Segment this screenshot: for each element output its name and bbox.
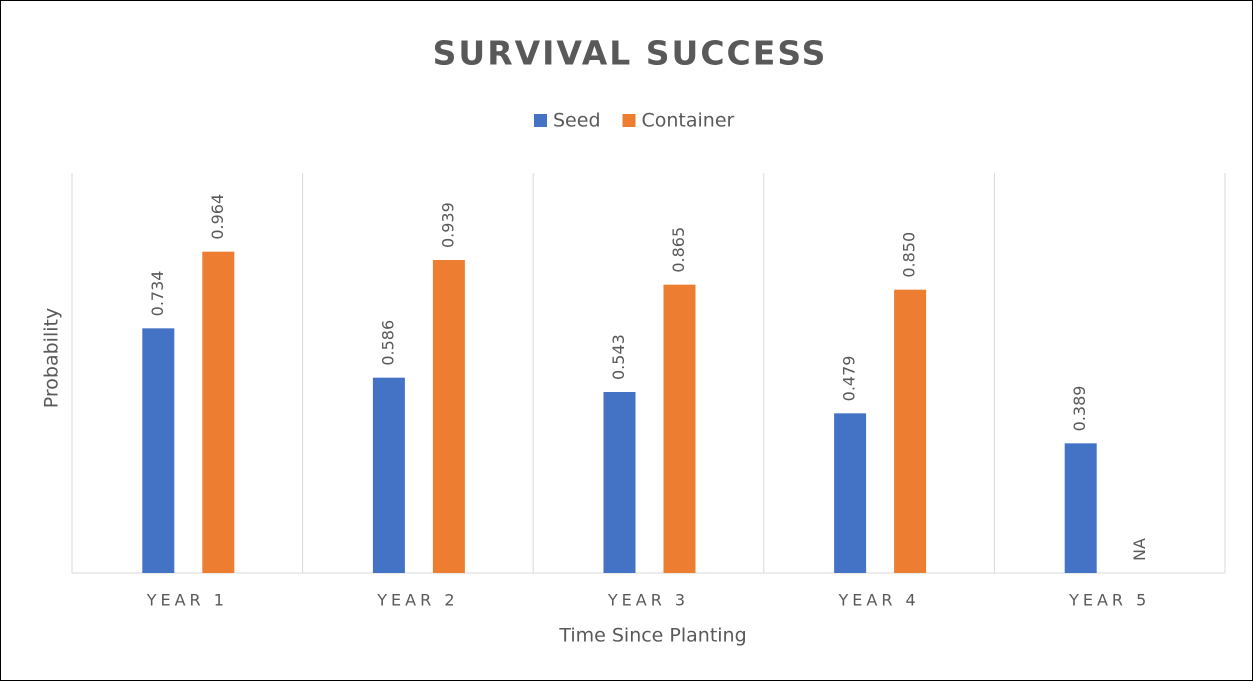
x-tick-label: YEAR 2	[376, 591, 458, 610]
bar	[372, 377, 405, 573]
bar	[1064, 443, 1097, 573]
data-label: 0.479	[840, 356, 859, 402]
data-label: 0.543	[609, 334, 628, 380]
data-label: 0.734	[148, 271, 167, 317]
data-label: 0.389	[1070, 386, 1089, 432]
bar	[834, 413, 867, 573]
bar	[202, 251, 235, 573]
data-label: NA	[1130, 538, 1149, 561]
x-tick-label: YEAR 5	[1068, 591, 1150, 610]
data-label: 0.865	[669, 227, 688, 273]
bar	[663, 284, 696, 573]
bar	[432, 260, 465, 573]
data-label: 0.964	[208, 194, 227, 240]
legend-label: Seed	[553, 110, 601, 132]
x-axis-label: Time Since Planting	[558, 625, 746, 647]
legend-swatch	[534, 114, 547, 127]
data-label: 0.586	[378, 320, 397, 366]
legend-swatch	[622, 114, 636, 127]
chart-title: SURVIVAL SUCCESS	[433, 34, 828, 73]
data-label: 0.939	[438, 202, 457, 248]
y-axis-label: Probability	[41, 308, 63, 408]
bar	[603, 392, 636, 573]
x-tick-label: YEAR 3	[607, 591, 689, 610]
x-tick-label: YEAR 1	[146, 591, 228, 610]
x-tick-label: YEAR 4	[837, 591, 919, 610]
data-label: 0.850	[900, 232, 919, 278]
bar	[894, 289, 927, 573]
bar	[142, 328, 175, 573]
legend-label: Container	[642, 110, 735, 132]
